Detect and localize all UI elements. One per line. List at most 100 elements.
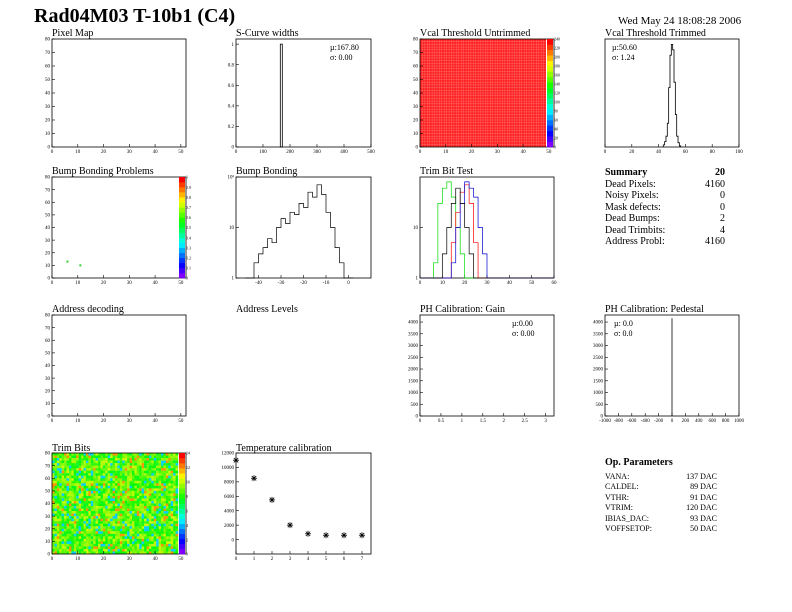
trim-bits-cell (122, 478, 125, 481)
trim-bits-cell (73, 478, 77, 481)
ph_gain-ytick-label: 4000 (408, 321, 419, 326)
trim_bits-colorbar-cell (179, 483, 185, 489)
trim-bits-cell (78, 463, 82, 466)
bump_problems-frame (51, 176, 187, 279)
trim-bits-cell (88, 548, 91, 552)
trim-bits-cell (161, 465, 164, 469)
trim-bits-cell (129, 465, 133, 469)
trim-bits-cell (129, 470, 133, 474)
trim-bits-cell (52, 483, 55, 487)
trim-bits-cell (73, 503, 77, 507)
trim-bits-cell (71, 521, 75, 524)
trim-bits-cell (165, 518, 169, 522)
trim-bits-cell (56, 523, 60, 527)
trim-bits-cell (59, 513, 62, 517)
trim-bits-cell (168, 528, 171, 532)
ph_pedestal-xtick-label: -600 (627, 419, 637, 424)
trim-bits-cell (95, 521, 99, 524)
trim-bits-cell (158, 543, 162, 547)
bump_bonding-xtick-label: -40 (255, 281, 262, 286)
trim-bits-cell (52, 455, 55, 459)
trim-bits-cell (102, 541, 106, 545)
trim-bits-cell (78, 508, 82, 512)
trim-bits-cell (131, 468, 135, 471)
trim-bits-cell (134, 506, 138, 509)
temperature-title: Temperature calibration (236, 443, 332, 454)
trim-bits-cell (110, 465, 113, 469)
vcal_untrimmed-colorbar-cell (547, 55, 553, 61)
trim-bits-cell (83, 485, 87, 489)
trim-bits-cell (88, 523, 91, 527)
trim_bit_test-xtick-label: 50 (529, 281, 535, 286)
trim-bits-cell (95, 513, 99, 517)
trim-bits-cell (165, 528, 169, 532)
trim-bits-cell (170, 475, 174, 479)
vcal_untrimmed-colorbar-cell (547, 125, 553, 132)
trim-bits-cell (115, 465, 118, 469)
trim-bits-cell (68, 485, 72, 489)
trim-bits-cell (64, 490, 67, 494)
trim-bits-cell (83, 468, 87, 471)
trim-bits-cell (163, 453, 167, 456)
trim-bits-cell (112, 488, 116, 492)
trim-bits-cell (127, 483, 130, 487)
trim_bits-colorbar-cell (179, 468, 185, 474)
trim-bits-cell (168, 551, 171, 555)
trim-bits-cell (173, 521, 176, 524)
bump_problems-xtick-label: 20 (101, 281, 107, 286)
trim-bits-cell (81, 533, 84, 537)
trim-bits-cell (98, 475, 101, 479)
trim-bits-cell (139, 485, 142, 489)
trim-bits-cell (90, 483, 94, 487)
trim-bits-cell (54, 493, 58, 497)
trim-bits-cell (148, 458, 152, 461)
trim-bits-cell (173, 480, 176, 484)
trim-bits-cell (129, 533, 133, 537)
trim-bits-cell (61, 460, 65, 464)
trim-bits-cell (105, 473, 108, 476)
trim-bits-cell (81, 498, 84, 502)
trim-bits-cell (148, 506, 152, 509)
address_decoding-xtick-label: 20 (101, 419, 107, 424)
summary-row-value: 0 (720, 201, 725, 213)
vcal-untrimmed-grid (420, 39, 546, 147)
trim-bits-cell (175, 473, 179, 476)
trim-bits-cell (144, 470, 147, 474)
trim-bits-cell (61, 536, 65, 540)
trim-bits-cell (131, 483, 135, 487)
trim-bits-cell (144, 455, 147, 459)
trim-bits-cell (161, 523, 164, 527)
trim-bits-cell (168, 518, 171, 522)
trim-bits-cell (85, 508, 89, 512)
trim-bits-cell (83, 521, 87, 524)
trim-bits-cell (129, 503, 133, 507)
trim-bits-cell (56, 495, 60, 499)
trim-bits-cell (156, 511, 159, 514)
trim-bits-cell (90, 523, 94, 527)
trim-bits-cell (119, 511, 123, 514)
trim-bits-cell (144, 490, 147, 494)
trim-bits-cell (144, 485, 147, 489)
trim-bits-cell (131, 493, 135, 497)
trim-bits-cell (52, 503, 55, 507)
trim-bits-cell (61, 463, 65, 466)
trim-bits-cell (129, 511, 133, 514)
trim-bits-cell (136, 455, 140, 459)
trim-bits-cell (115, 543, 118, 547)
ph_gain-ytick-label: 1000 (408, 391, 419, 396)
trim-bits-cell (173, 526, 176, 529)
trim-bits-cell (148, 480, 152, 484)
trim-bits-cell (59, 465, 62, 469)
trim-bits-cell (100, 483, 104, 487)
trim-bits-cell (124, 453, 128, 456)
trim-bits-cell (151, 490, 154, 494)
trim-bits-cell (102, 503, 106, 507)
trim-bits-cell (141, 470, 145, 474)
trim_bits-colorbar-label: 14 (186, 451, 190, 456)
trim-bits-cell (71, 500, 75, 504)
trim-bits-cell (59, 473, 62, 476)
trim-bits-cell (136, 523, 140, 527)
trim_bits-colorbar-label: 6 (186, 508, 188, 513)
trim-bits-cell (165, 523, 169, 527)
trim-bits-cell (134, 538, 138, 542)
